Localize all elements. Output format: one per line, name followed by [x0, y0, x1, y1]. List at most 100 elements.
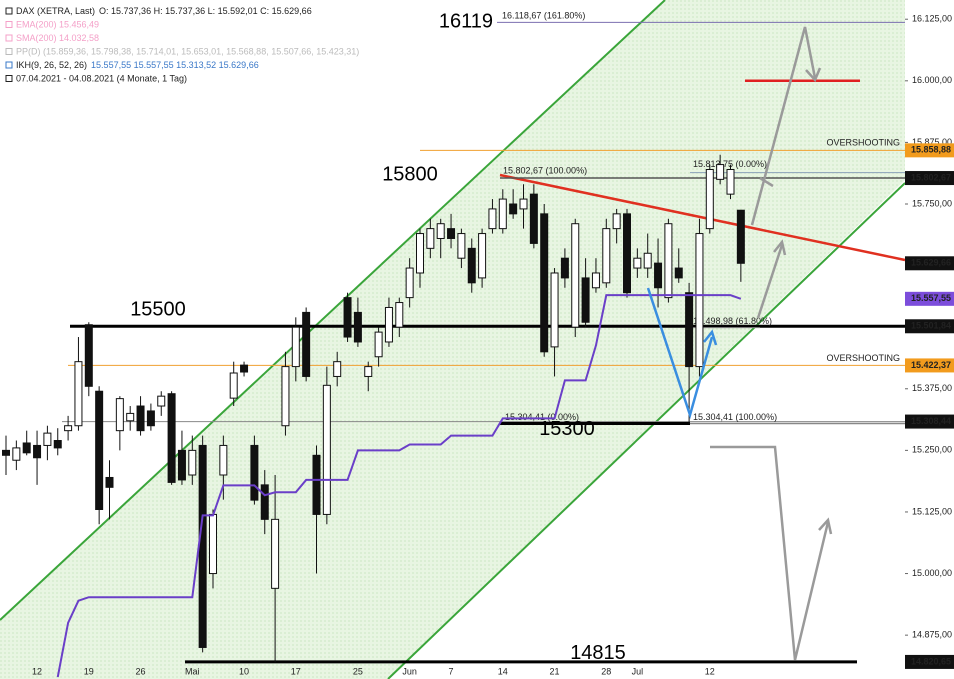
- candle-body: [550, 272, 559, 348]
- y-tick-label: 16.125,00: [912, 14, 952, 24]
- y-tick-label: 15.000,00: [912, 568, 952, 578]
- candle-body: [498, 198, 507, 230]
- level-annotation: 14815: [570, 642, 626, 664]
- candle-body: [529, 193, 538, 244]
- price-badge-label: 14.820,65: [911, 656, 951, 666]
- x-tick-label: Mai: [185, 666, 200, 676]
- candle-body: [374, 331, 383, 358]
- candle-body: [167, 393, 176, 483]
- candle-body: [53, 440, 62, 449]
- arrows: [646, 26, 833, 661]
- header-text: O: 15.737,36 H: 15.737,36 L: 15.592,01 C…: [99, 6, 312, 16]
- header-text: 15.557,55 15.557,55 15.313,52 15.629,66: [91, 60, 259, 70]
- candle-body: [177, 449, 186, 481]
- level-label: 15.802,67 (100.00%): [503, 165, 587, 175]
- candle-body: [416, 233, 424, 274]
- candle-body: [291, 326, 300, 368]
- candle-body: [22, 442, 31, 454]
- candle-body: [571, 223, 580, 328]
- candle-body: [229, 372, 238, 399]
- gray-arrowhead: [818, 517, 833, 535]
- candle-body: [219, 444, 228, 476]
- header-icon: [5, 7, 13, 15]
- gray-arrow: [710, 445, 830, 661]
- level-annotation: 15500: [130, 298, 186, 320]
- level-label: OVERSHOOTING: [826, 138, 900, 148]
- candle-body: [623, 213, 631, 294]
- price-badge: [905, 291, 954, 306]
- header-icon: [5, 34, 13, 42]
- candle-body: [581, 277, 590, 323]
- header-line: EMA(200) 15.456,49: [16, 20, 99, 30]
- y-tick-label: 15.375,00: [912, 383, 952, 393]
- level-label: 15.304,41 (100.00%): [693, 412, 777, 422]
- price-badge: [905, 414, 954, 429]
- candle-body: [467, 247, 476, 284]
- price-badge-label: 15.422,37: [911, 360, 951, 370]
- gray-arrow: [756, 244, 784, 319]
- candle-body: [602, 228, 611, 284]
- ichimoku-line: [56, 294, 742, 678]
- x-tick-label: 26: [136, 666, 146, 676]
- header-icon: [5, 48, 13, 55]
- channel-upper: [0, 0, 666, 621]
- candle-body: [271, 518, 280, 589]
- header-line: IKH(9, 26, 52, 26) 15.557,55 15.557,55 15…: [16, 60, 259, 70]
- gray-arrow: [759, 176, 774, 188]
- x-tick-label: 25: [353, 666, 363, 676]
- trend-line: [499, 173, 906, 262]
- candle-body: [281, 366, 290, 427]
- header-line: PP(D) (15.859,36, 15.798,38, 15.714,01, …: [16, 47, 359, 57]
- candle-body: [43, 432, 52, 446]
- blue-arrowhead: [703, 329, 718, 346]
- level-annotation: 16119: [439, 10, 493, 32]
- candle-body: [146, 410, 155, 427]
- level-label: 16.118,67 (161.80%): [502, 11, 585, 21]
- candle-body: [716, 164, 725, 180]
- candle-body: [519, 198, 528, 210]
- candle-body: [509, 203, 518, 215]
- level-label: OVERSHOOTING: [826, 353, 900, 363]
- header-icon: [5, 75, 13, 82]
- candle-body: [654, 262, 663, 289]
- series-name: IKH(9, 26, 52, 26): [16, 60, 87, 70]
- candle-body: [633, 257, 642, 269]
- candle-body: [478, 233, 487, 279]
- header-icon: [5, 21, 13, 28]
- level-annotation: 15800: [382, 164, 438, 186]
- axis-panel: [905, 0, 954, 679]
- candle-body: [591, 272, 600, 289]
- price-badge: [905, 358, 954, 373]
- candle-body: [705, 169, 714, 230]
- candle-body: [426, 228, 435, 249]
- candle-body: [736, 209, 745, 264]
- header-line: SMA(200) 14.032,58: [16, 33, 99, 43]
- channel-lower: [387, 182, 906, 679]
- candle-body: [488, 208, 497, 230]
- candle-body: [12, 447, 21, 461]
- level-label: 15.813,75 (0.00%): [693, 159, 767, 169]
- candle-body: [664, 223, 673, 299]
- level-label: 15.304,41 (0.00%): [505, 412, 579, 422]
- candle-body: [33, 444, 42, 459]
- x-tick-label: 28: [601, 666, 611, 676]
- candle-body: [436, 223, 445, 239]
- candle-body: [302, 311, 311, 377]
- candle-body: [695, 233, 704, 368]
- gray-arrowhead: [805, 67, 822, 83]
- candle-body: [560, 257, 569, 279]
- x-tick-label: 10: [239, 666, 249, 676]
- header-icon: [5, 61, 13, 69]
- x-tick-label: 14: [498, 666, 508, 676]
- candle-body: [726, 169, 735, 195]
- x-tick-label: 19: [84, 666, 94, 676]
- candle-body: [84, 324, 93, 387]
- candle-body: [157, 395, 166, 407]
- candle-body: [2, 449, 10, 456]
- series-name: DAX (XETRA, Last): [16, 6, 95, 16]
- price-badge: [905, 143, 954, 158]
- y-tick-label: 15.250,00: [912, 445, 952, 455]
- candle-body: [312, 454, 321, 515]
- candle-body: [105, 476, 114, 488]
